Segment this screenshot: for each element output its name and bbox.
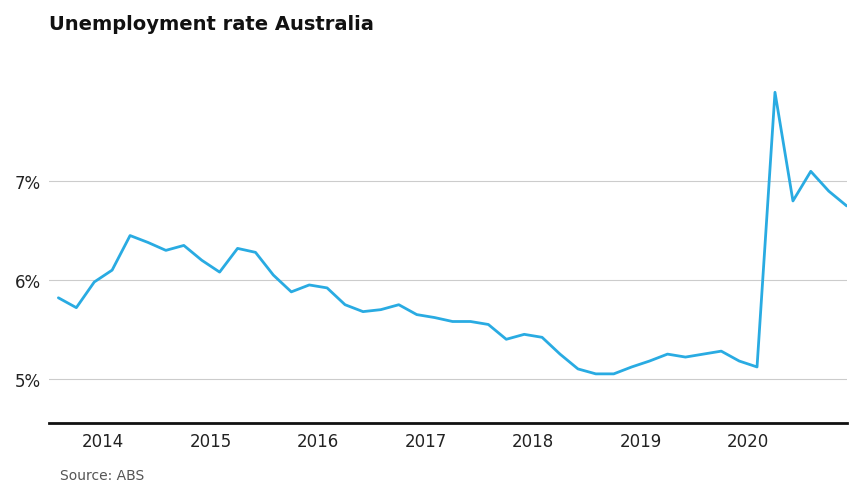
Text: Unemployment rate Australia: Unemployment rate Australia <box>49 15 374 34</box>
Text: Source: ABS: Source: ABS <box>60 468 145 482</box>
